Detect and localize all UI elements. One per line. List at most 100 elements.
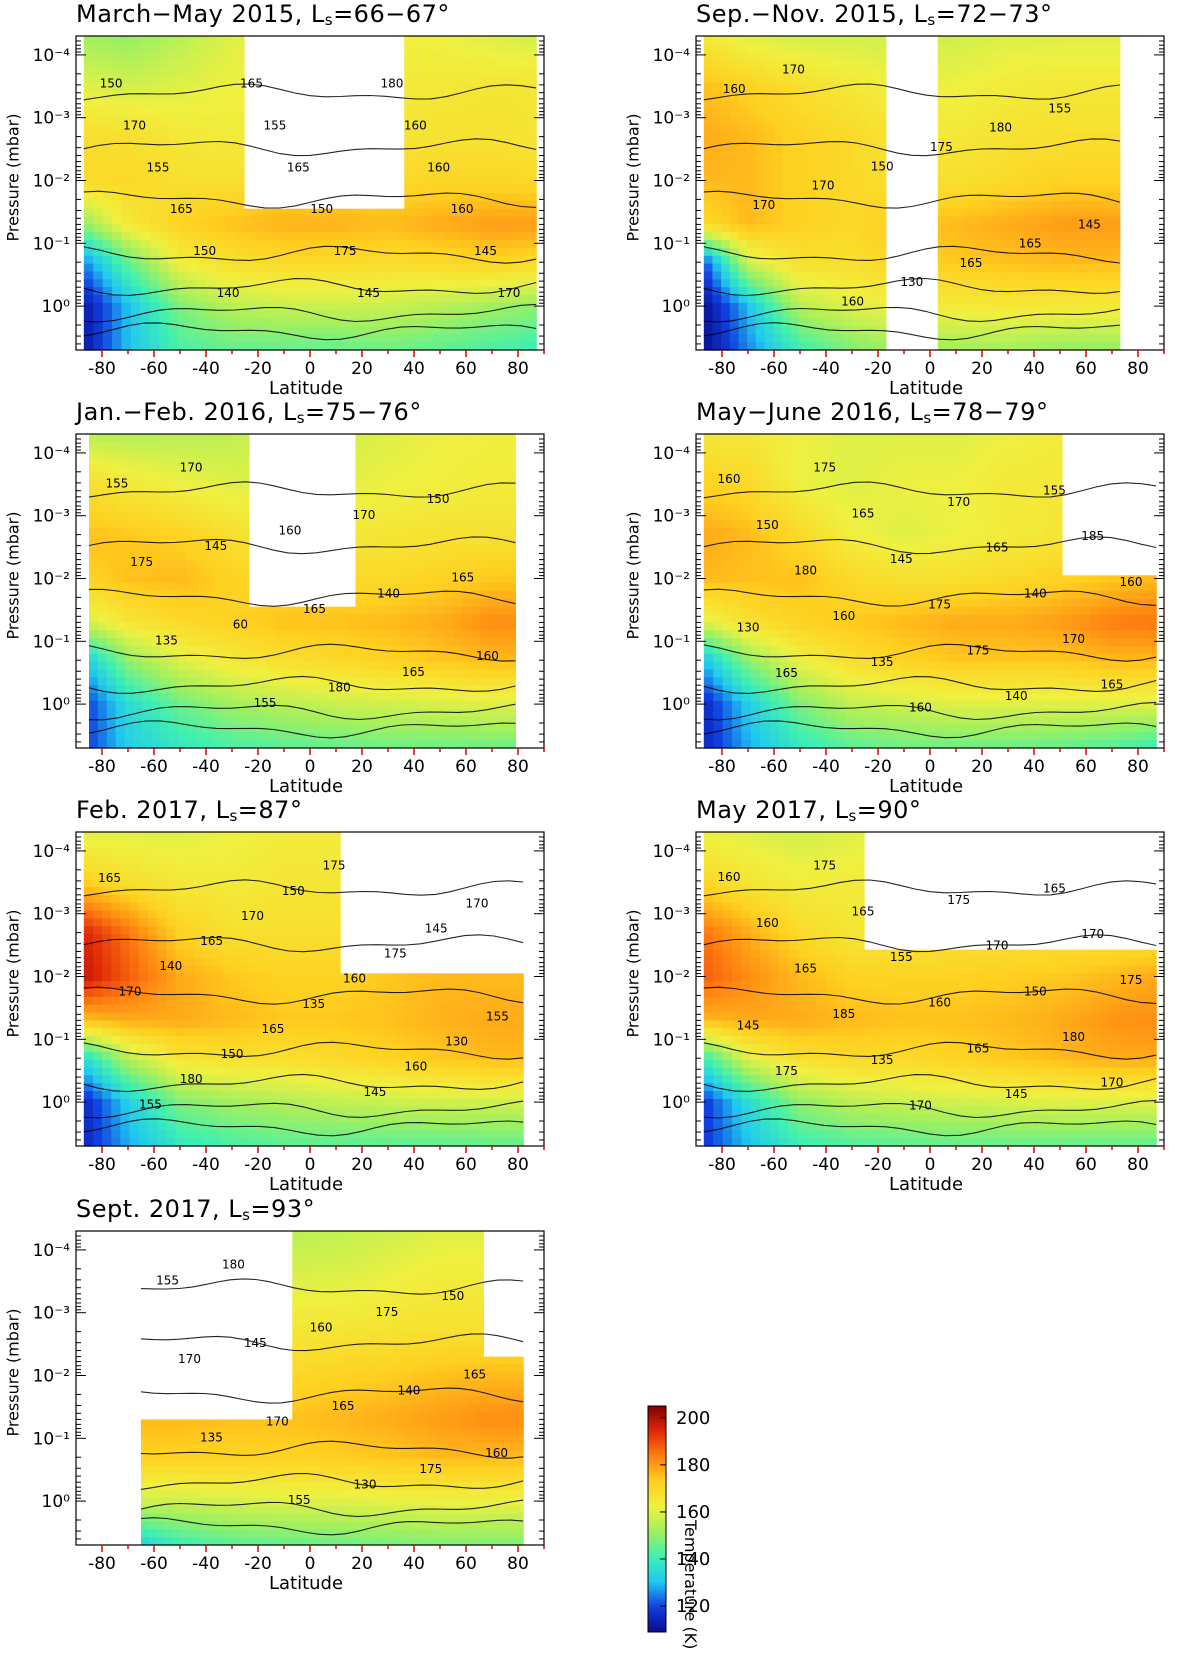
field-cell: [240, 677, 250, 686]
field-cell: [1050, 98, 1060, 108]
field-cell: [1111, 98, 1121, 108]
field-cell: [244, 279, 255, 288]
field-cell: [124, 677, 135, 686]
field-cell: [215, 279, 226, 288]
field-cell: [160, 520, 170, 529]
field-cell: [790, 208, 800, 218]
field-cell: [851, 271, 861, 280]
field-cell: [408, 473, 419, 482]
field-cell: [115, 661, 126, 671]
field-cell: [1085, 130, 1095, 139]
field-cell: [1085, 43, 1095, 53]
field-cell: [703, 240, 714, 249]
field-cell: [133, 512, 143, 521]
field-cell: [222, 606, 232, 616]
field-cell: [1085, 247, 1095, 257]
field-cell: [453, 732, 463, 741]
field-cell: [121, 43, 132, 53]
field-cell: [703, 279, 714, 288]
field-cell: [196, 310, 207, 320]
field-cell: [729, 106, 740, 116]
field-cell: [799, 75, 809, 84]
field-cell: [102, 287, 113, 296]
field-cell: [1033, 36, 1043, 45]
field-cell: [781, 43, 792, 53]
field-cell: [222, 598, 232, 608]
field-cell: [1111, 161, 1121, 171]
field-cell: [755, 318, 766, 328]
field-cell: [747, 114, 757, 123]
field-cell: [130, 224, 141, 233]
field-cell: [441, 318, 452, 328]
field-cell: [423, 177, 434, 186]
field-cell: [404, 208, 415, 218]
field-cell: [432, 255, 443, 265]
field-cell: [284, 700, 294, 710]
field-cell: [799, 122, 809, 131]
field-cell: [946, 318, 956, 328]
field-cell: [160, 598, 170, 608]
field-cell: [517, 83, 528, 92]
field-cell: [946, 153, 956, 163]
field-cell: [291, 232, 302, 241]
field-cell: [729, 310, 740, 320]
field-cell: [517, 208, 528, 218]
field-cell: [178, 216, 189, 225]
field-cell: [764, 90, 774, 100]
field-cell: [404, 51, 415, 61]
field-cell: [231, 504, 241, 514]
field-cell: [168, 185, 179, 194]
field-cell: [266, 740, 277, 749]
field-cell: [408, 520, 419, 529]
field-cell: [231, 677, 241, 686]
field-cell: [196, 122, 207, 131]
field-cell: [1050, 295, 1060, 304]
field-cell: [1007, 255, 1017, 265]
field-cell: [204, 693, 214, 702]
field-cell: [83, 216, 94, 225]
field-cell: [444, 441, 454, 451]
field-cell: [1059, 247, 1069, 257]
field-cell: [1102, 208, 1112, 218]
field-cell: [1093, 36, 1104, 45]
field-cell: [1041, 75, 1052, 84]
field-cell: [712, 153, 722, 163]
field-cell: [177, 512, 188, 521]
field-cell: [177, 567, 188, 576]
field-cell: [206, 310, 217, 320]
field-cell: [133, 638, 143, 647]
field-cell: [382, 732, 392, 741]
field-cell: [1059, 216, 1069, 225]
field-cell: [441, 67, 452, 76]
field-cell: [479, 145, 490, 155]
field-cell: [112, 51, 123, 61]
field-cell: [102, 177, 113, 186]
field-cell: [195, 614, 206, 623]
field-cell: [479, 279, 490, 288]
field-cell: [807, 224, 818, 233]
field-cell: [738, 138, 748, 147]
x-tick-label: 60: [1075, 359, 1097, 379]
field-cell: [149, 271, 160, 280]
field-cell: [790, 36, 800, 45]
field-cell: [310, 342, 321, 351]
field-cell: [807, 263, 818, 273]
field-cell: [168, 449, 179, 459]
field-cell: [366, 255, 377, 265]
field-cell: [215, 255, 226, 265]
field-cell: [115, 465, 126, 474]
field-cell: [355, 669, 365, 678]
field-cell: [204, 512, 214, 521]
field-cell: [187, 200, 198, 210]
field-cell: [319, 669, 330, 678]
field-cell: [106, 465, 117, 474]
field-cell: [790, 255, 800, 265]
field-cell: [721, 98, 731, 108]
contour-line: [83, 83, 537, 101]
field-cell: [955, 43, 965, 53]
field-cell: [121, 271, 132, 280]
field-cell: [177, 732, 188, 741]
field-cell: [1007, 342, 1017, 351]
field-cell: [391, 551, 401, 561]
field-cell: [337, 622, 348, 631]
